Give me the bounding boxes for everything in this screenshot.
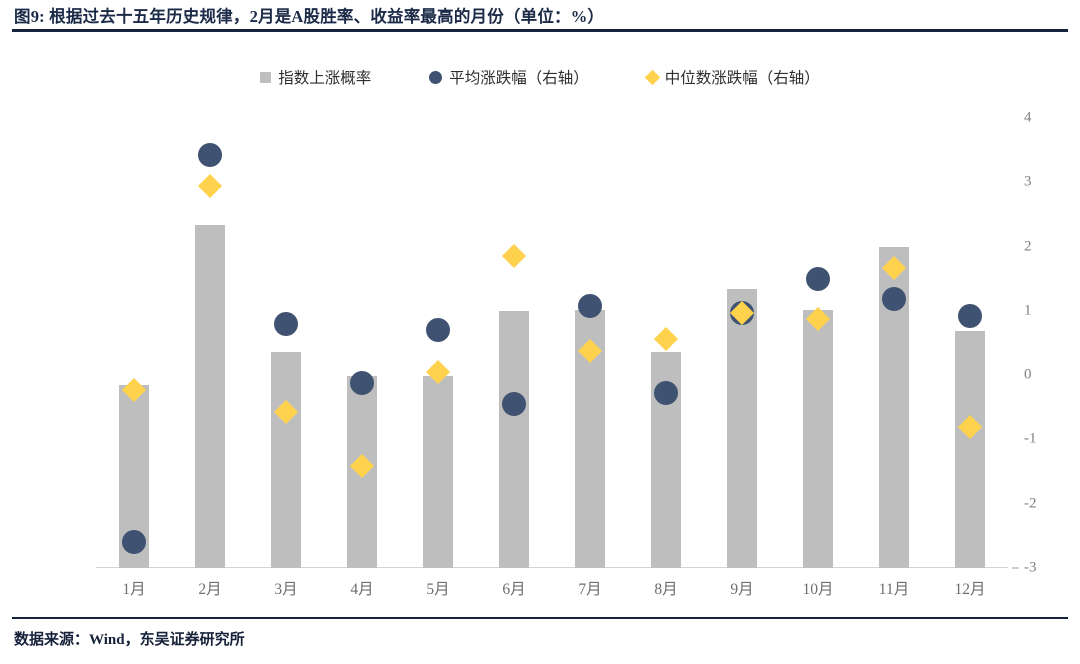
source-note: 数据来源：Wind，东吴证券研究所 bbox=[14, 632, 245, 648]
x-axis-tick-label: 8月 bbox=[654, 581, 678, 598]
page-title: 图9: 根据过去十五年历史规律，2月是A股胜率、收益率最高的月份（单位：%） bbox=[14, 7, 605, 26]
y-axis-right-tick-label: -3 bbox=[1024, 559, 1037, 576]
marker-mean bbox=[502, 392, 526, 417]
x-axis-tick-label: 6月 bbox=[502, 581, 526, 598]
y-axis-right-tick-label: 1 bbox=[1024, 302, 1032, 319]
marker-mean bbox=[426, 318, 450, 343]
x-axis-tick-label: 3月 bbox=[274, 581, 298, 598]
title-divider bbox=[12, 29, 1068, 32]
marker-median bbox=[197, 174, 223, 199]
bar-probability bbox=[195, 225, 225, 568]
circle-marker-icon bbox=[429, 70, 443, 84]
chart-plot-area: 0%10%20%30%40%50%60%70%80%90%100%-3-2-10… bbox=[96, 110, 1037, 598]
bar-probability bbox=[499, 310, 529, 568]
marker-median bbox=[501, 243, 527, 268]
marker-mean bbox=[122, 530, 146, 555]
y-axis-right-tick-label: -1 bbox=[1024, 430, 1037, 447]
x-axis-line bbox=[96, 566, 1008, 568]
legend-label-mean: 平均涨跌幅（右轴） bbox=[449, 70, 589, 87]
marker-mean bbox=[350, 370, 374, 395]
bar-probability bbox=[803, 310, 833, 568]
x-axis-tick-label: 9月 bbox=[730, 581, 754, 598]
legend-label-median: 中位数涨跌幅（右轴） bbox=[664, 70, 820, 87]
marker-mean bbox=[198, 143, 222, 168]
chart-legend: 指数上涨概率 平均涨跌幅（右轴） 中位数涨跌幅（右轴） bbox=[0, 62, 1080, 92]
legend-item-probability: 指数上涨概率 bbox=[260, 66, 371, 88]
x-axis-tick-label: 12月 bbox=[954, 581, 986, 598]
x-axis-tick-label: 10月 bbox=[802, 581, 834, 598]
figure-title-bar: 图9: 根据过去十五年历史规律，2月是A股胜率、收益率最高的月份（单位：%） bbox=[0, 0, 1080, 30]
marker-mean bbox=[806, 266, 830, 291]
y-axis-right-tick-label: 3 bbox=[1024, 173, 1032, 190]
y-axis-right-tick-label: 0 bbox=[1024, 366, 1032, 383]
bar-probability bbox=[271, 352, 301, 568]
square-marker-icon bbox=[260, 71, 272, 83]
diamond-marker-icon bbox=[644, 69, 661, 85]
x-axis-tick-label: 4月 bbox=[350, 581, 374, 598]
x-axis-tick-label: 2月 bbox=[198, 581, 222, 598]
marker-mean bbox=[958, 304, 982, 328]
bar-probability bbox=[727, 289, 757, 568]
bar-probability bbox=[423, 375, 453, 568]
marker-mean bbox=[882, 287, 906, 312]
legend-item-median: 中位数涨跌幅（右轴） bbox=[644, 66, 820, 88]
legend-item-mean: 平均涨跌幅（右轴） bbox=[429, 66, 589, 88]
y-axis-right-tick-label: -2 bbox=[1024, 495, 1037, 512]
marker-mean bbox=[274, 311, 298, 336]
y-axis-right-tick bbox=[1012, 567, 1019, 569]
marker-mean bbox=[654, 380, 678, 405]
x-axis-tick-label: 1月 bbox=[122, 581, 146, 598]
marker-mean bbox=[578, 293, 602, 318]
marker-median bbox=[653, 326, 679, 351]
x-axis-tick-label: 7月 bbox=[578, 581, 602, 598]
footer-divider bbox=[12, 617, 1068, 619]
y-axis-right-tick-label: 4 bbox=[1024, 109, 1032, 126]
y-axis-right-tick-label: 2 bbox=[1024, 238, 1032, 255]
legend-label-probability: 指数上涨概率 bbox=[278, 70, 372, 87]
x-axis-tick-label: 5月 bbox=[426, 581, 450, 598]
bar-probability bbox=[955, 330, 985, 568]
x-axis-tick-label: 11月 bbox=[878, 581, 910, 598]
